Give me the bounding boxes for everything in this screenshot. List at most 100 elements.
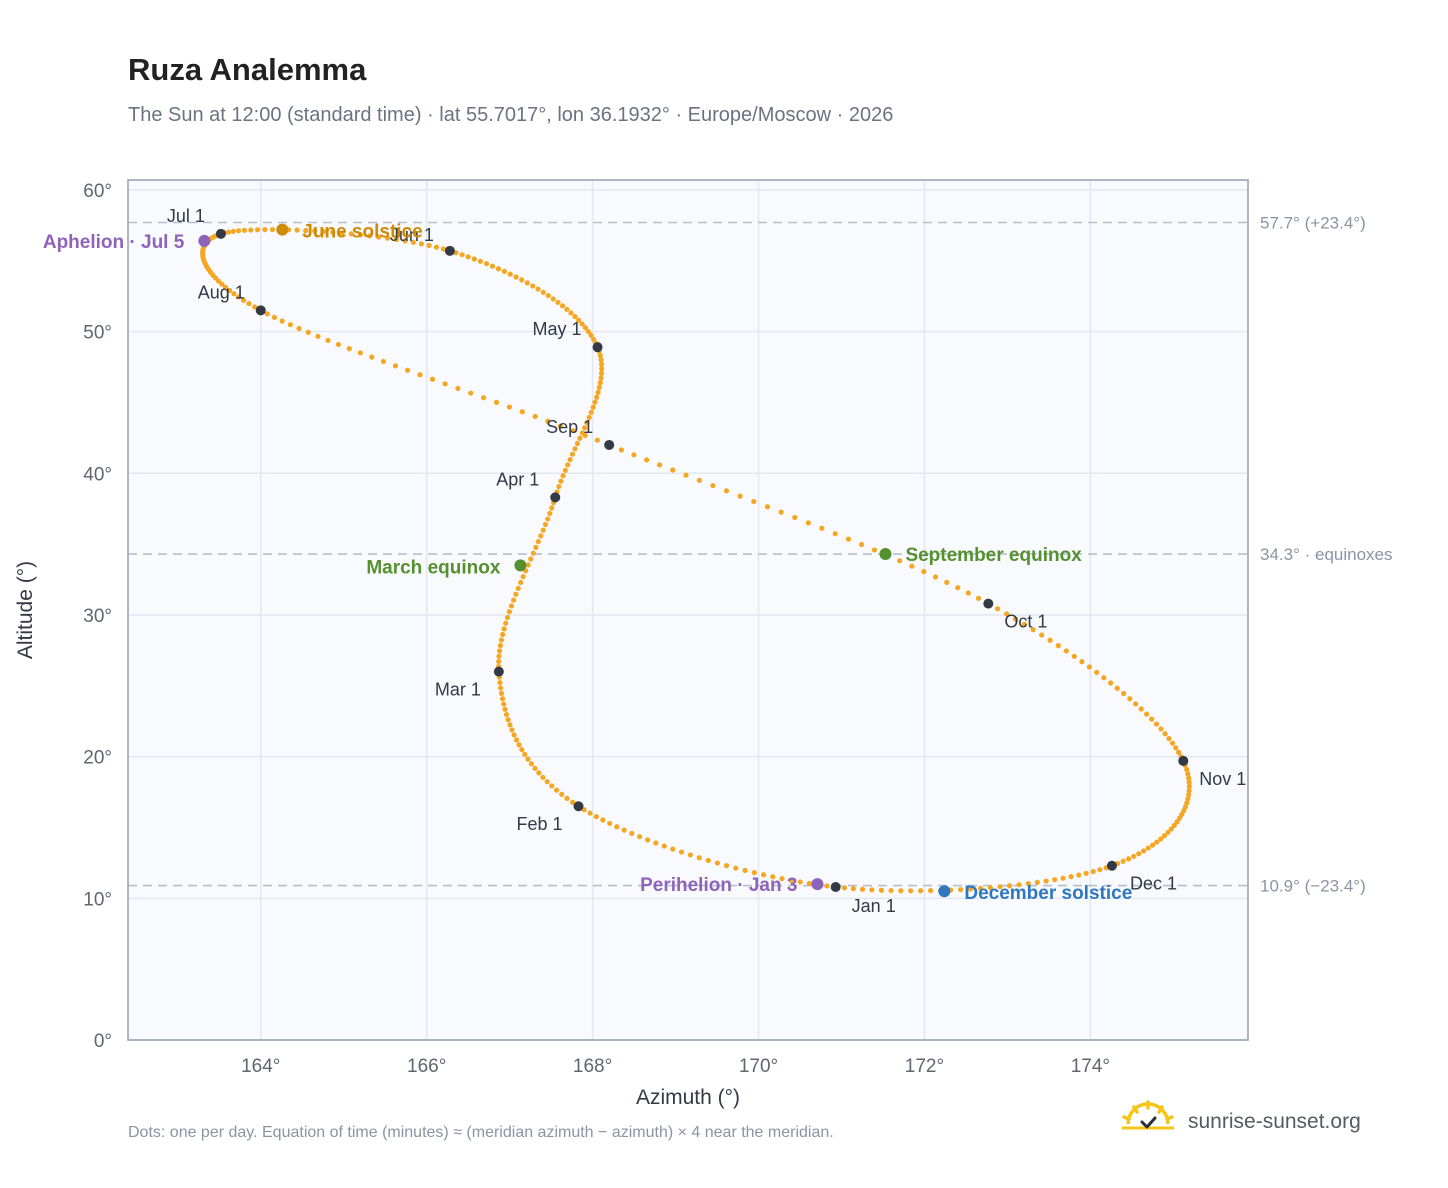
month-marker [830, 881, 841, 892]
daily-position-dot [819, 525, 825, 531]
daily-position-dot [909, 563, 915, 569]
month-label: Apr 1 [496, 469, 539, 489]
daily-position-dot [507, 271, 513, 277]
daily-position-dot [501, 268, 507, 274]
daily-position-dot [1108, 680, 1114, 686]
event-marker [276, 223, 289, 236]
daily-position-dot [519, 277, 525, 283]
event-marker [811, 878, 824, 891]
daily-position-dot [465, 254, 471, 260]
daily-position-dot [495, 266, 502, 272]
daily-position-dot [1021, 621, 1028, 627]
daily-position-dot [1063, 648, 1069, 654]
daily-position-dot [1086, 664, 1093, 670]
daily-position-dot [637, 834, 643, 840]
daily-position-dot [1185, 796, 1191, 802]
month-marker [1106, 860, 1117, 871]
daily-position-dot [496, 658, 502, 665]
x-tick-label: 174° [1071, 1056, 1110, 1077]
daily-position-dot [588, 409, 594, 415]
daily-position-dot [525, 562, 531, 568]
daily-position-dot [506, 404, 513, 410]
daily-position-dot [1162, 731, 1168, 737]
daily-position-dot [824, 883, 830, 889]
daily-position-dot [501, 626, 507, 632]
daily-position-dot [618, 447, 625, 453]
event-marker [198, 234, 211, 247]
daily-position-dot [572, 313, 578, 320]
daily-position-dot [932, 574, 939, 580]
daily-position-dot [1047, 637, 1053, 643]
daily-position-dot [742, 867, 748, 873]
x-axis-label: Azimuth (°) [636, 1086, 740, 1109]
daily-position-dot [1030, 627, 1036, 633]
daily-position-dot [497, 642, 503, 649]
daily-position-dot [584, 419, 590, 426]
daily-position-dot [241, 227, 248, 233]
daily-position-dot [530, 283, 536, 289]
daily-position-dot [496, 648, 503, 654]
daily-position-dot [1149, 716, 1155, 722]
daily-position-dot [545, 418, 551, 424]
daily-position-dot [429, 376, 436, 382]
brand[interactable]: sunrise-sunset.org [1120, 1099, 1361, 1145]
daily-position-dot [385, 235, 391, 241]
daily-position-dot [687, 852, 693, 858]
x-tick-label: 170° [739, 1056, 778, 1077]
month-label: Mar 1 [435, 680, 481, 700]
daily-position-dot [958, 886, 964, 893]
daily-position-dot [792, 514, 798, 521]
daily-position-dot [505, 717, 511, 723]
daily-position-dot [564, 795, 570, 801]
daily-position-dot [576, 317, 582, 323]
daily-position-dot [908, 888, 914, 894]
daily-position-dot [558, 478, 564, 484]
daily-position-dot [670, 467, 676, 473]
daily-position-dot [574, 440, 581, 447]
daily-position-dot [572, 446, 578, 452]
daily-position-dot [1184, 766, 1190, 773]
daily-position-dot [230, 228, 236, 234]
daily-position-dot [376, 234, 382, 240]
daily-position-dot [498, 690, 505, 697]
daily-position-dot [513, 737, 520, 743]
daily-position-dot [588, 332, 594, 338]
daily-position-dot [805, 520, 811, 526]
daily-position-dot [1039, 632, 1045, 638]
daily-position-dot [404, 367, 411, 373]
daily-position-dot [296, 325, 302, 332]
daily-position-dot [832, 531, 838, 537]
axis-ticks: 164° 166° 168° 170° 172° 174° 0° 10° 20° 30° 40° 50… [83, 181, 1110, 1077]
event-label: March equinox [366, 557, 501, 578]
daily-position-dot [614, 824, 620, 830]
daily-position-dot [550, 296, 556, 302]
y-axis-label: Altitude (°) [14, 561, 37, 659]
daily-position-dot [869, 887, 875, 893]
daily-position-dot [1121, 690, 1127, 697]
event-label: June solstice [302, 222, 422, 243]
daily-position-dot [226, 287, 233, 294]
daily-position-dot [841, 885, 848, 891]
daily-position-dot [477, 258, 483, 264]
daily-position-dot [797, 879, 803, 885]
daily-position-dot [264, 311, 270, 317]
daily-position-dot [502, 706, 508, 712]
month-marker [604, 439, 615, 450]
daily-position-dot [508, 603, 515, 609]
daily-position-dot [513, 591, 519, 597]
daily-position-dot [252, 304, 258, 310]
daily-position-dot [471, 256, 477, 262]
daily-position-dot [246, 300, 252, 307]
daily-position-dot [540, 527, 546, 533]
event-marker [514, 559, 527, 572]
month-marker [1178, 755, 1189, 766]
sun-logo-icon [1120, 1099, 1176, 1145]
daily-position-dot [556, 483, 562, 490]
daily-position-dot [705, 857, 711, 864]
daily-position-dot [520, 574, 526, 580]
daily-position-dot [542, 521, 549, 528]
daily-position-dot [499, 696, 506, 702]
daily-position-dot [878, 887, 884, 893]
daily-position-dot [335, 341, 342, 348]
daily-position-dot [564, 306, 570, 312]
